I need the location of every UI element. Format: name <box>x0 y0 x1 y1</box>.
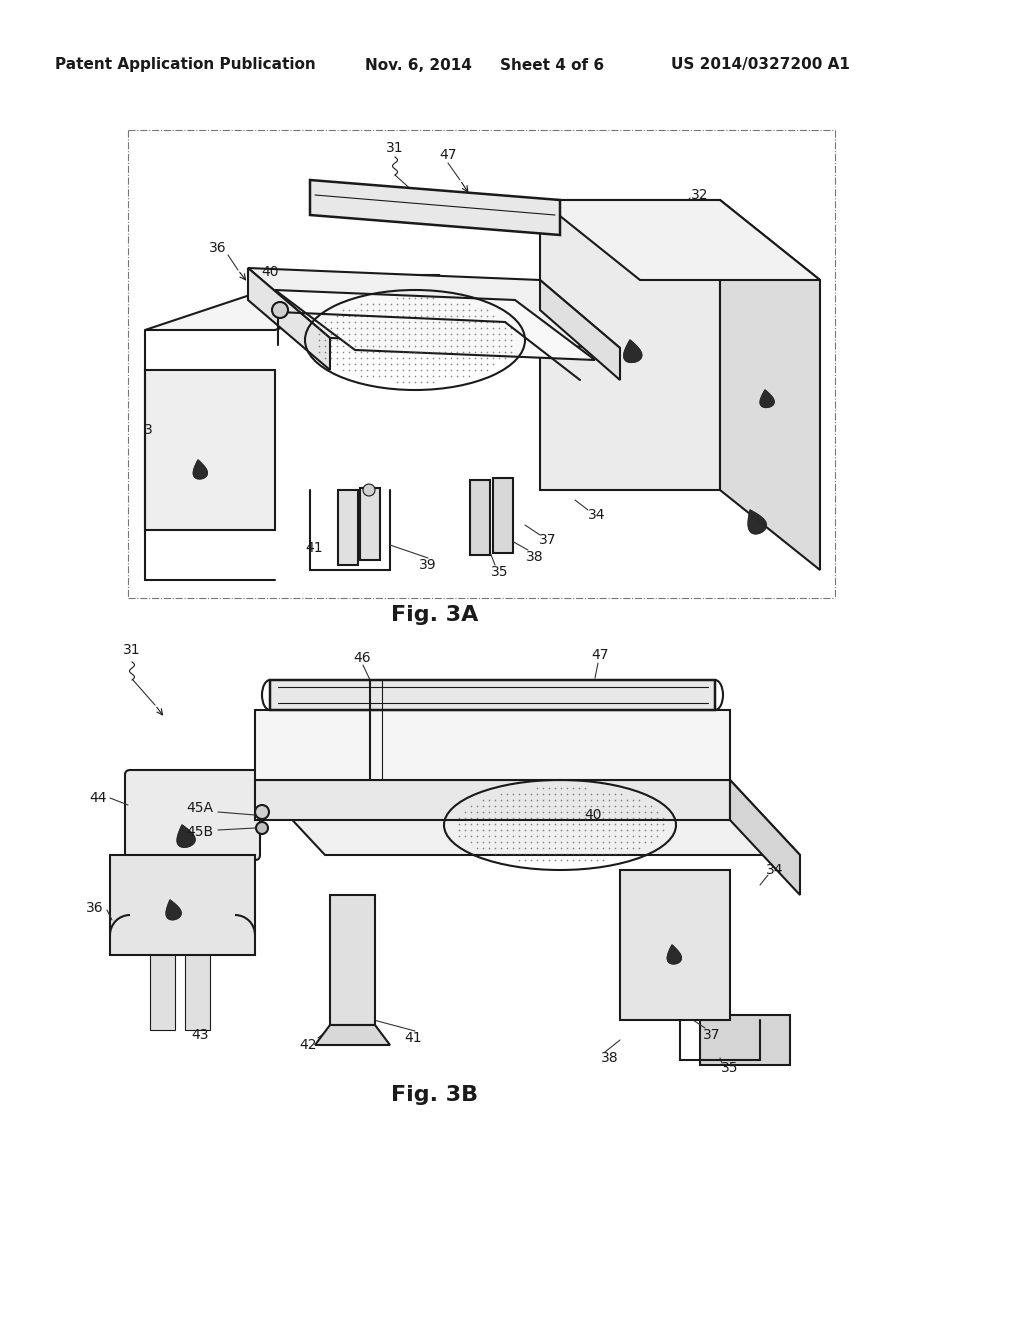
Polygon shape <box>255 710 730 780</box>
Polygon shape <box>270 680 715 710</box>
Circle shape <box>272 302 288 318</box>
Circle shape <box>362 484 375 496</box>
Text: 37: 37 <box>703 1028 721 1041</box>
Polygon shape <box>700 1015 790 1065</box>
Text: 45A: 45A <box>186 801 213 814</box>
Text: 38: 38 <box>601 1051 618 1065</box>
Polygon shape <box>730 780 800 895</box>
Text: 40: 40 <box>261 265 279 279</box>
Polygon shape <box>624 341 642 363</box>
Text: Fig. 3A: Fig. 3A <box>391 605 478 624</box>
Polygon shape <box>668 945 681 964</box>
Polygon shape <box>145 370 275 531</box>
Polygon shape <box>150 954 175 1030</box>
Circle shape <box>256 822 268 834</box>
Polygon shape <box>749 510 766 533</box>
Polygon shape <box>275 290 595 360</box>
Polygon shape <box>255 780 800 855</box>
Text: Fig. 3B: Fig. 3B <box>391 1085 478 1105</box>
Text: 44: 44 <box>89 791 106 805</box>
Polygon shape <box>360 488 380 560</box>
Polygon shape <box>185 954 210 1030</box>
Text: 47: 47 <box>591 648 608 663</box>
Polygon shape <box>540 201 720 490</box>
Polygon shape <box>760 389 774 408</box>
Text: 39: 39 <box>419 558 437 572</box>
Text: 46: 46 <box>353 651 371 665</box>
Polygon shape <box>177 825 195 847</box>
Polygon shape <box>248 268 330 370</box>
Text: US 2014/0327200 A1: US 2014/0327200 A1 <box>671 58 850 73</box>
Text: 47: 47 <box>439 148 457 162</box>
Polygon shape <box>315 1026 390 1045</box>
Text: 45B: 45B <box>186 825 214 840</box>
Text: Sheet 4 of 6: Sheet 4 of 6 <box>500 58 604 73</box>
Polygon shape <box>470 480 490 554</box>
FancyBboxPatch shape <box>125 770 260 861</box>
Polygon shape <box>749 510 766 533</box>
Polygon shape <box>720 201 820 570</box>
Text: 35: 35 <box>492 565 509 579</box>
Polygon shape <box>493 478 513 553</box>
Polygon shape <box>330 895 375 1026</box>
Polygon shape <box>624 341 642 363</box>
Text: 40: 40 <box>585 808 602 822</box>
Text: 36: 36 <box>209 242 226 255</box>
Text: 36: 36 <box>86 902 103 915</box>
Polygon shape <box>145 275 440 330</box>
Text: 34: 34 <box>588 508 606 521</box>
Polygon shape <box>177 825 195 847</box>
Text: 35: 35 <box>721 1061 738 1074</box>
Polygon shape <box>194 459 207 479</box>
Polygon shape <box>540 201 820 280</box>
Polygon shape <box>166 900 181 920</box>
Text: 32: 32 <box>691 187 709 202</box>
Polygon shape <box>166 900 181 920</box>
Polygon shape <box>248 268 620 348</box>
Text: 34: 34 <box>766 863 783 876</box>
Polygon shape <box>255 780 730 820</box>
Text: 37: 37 <box>540 533 557 546</box>
Text: 38: 38 <box>526 550 544 564</box>
Text: 41: 41 <box>305 541 323 554</box>
Polygon shape <box>310 180 560 235</box>
Text: Nov. 6, 2014: Nov. 6, 2014 <box>365 58 471 73</box>
Text: 31: 31 <box>386 141 403 154</box>
Text: Patent Application Publication: Patent Application Publication <box>54 58 315 73</box>
Polygon shape <box>620 870 730 1020</box>
Polygon shape <box>338 490 358 565</box>
Polygon shape <box>540 280 620 380</box>
Text: 41: 41 <box>404 1031 422 1045</box>
Polygon shape <box>110 855 255 954</box>
Polygon shape <box>760 389 774 408</box>
Text: 3: 3 <box>143 422 153 437</box>
Circle shape <box>255 805 269 818</box>
Text: 42: 42 <box>299 1038 316 1052</box>
Polygon shape <box>194 459 207 479</box>
Polygon shape <box>668 945 681 964</box>
Text: 43: 43 <box>191 1028 209 1041</box>
Text: 31: 31 <box>123 643 141 657</box>
